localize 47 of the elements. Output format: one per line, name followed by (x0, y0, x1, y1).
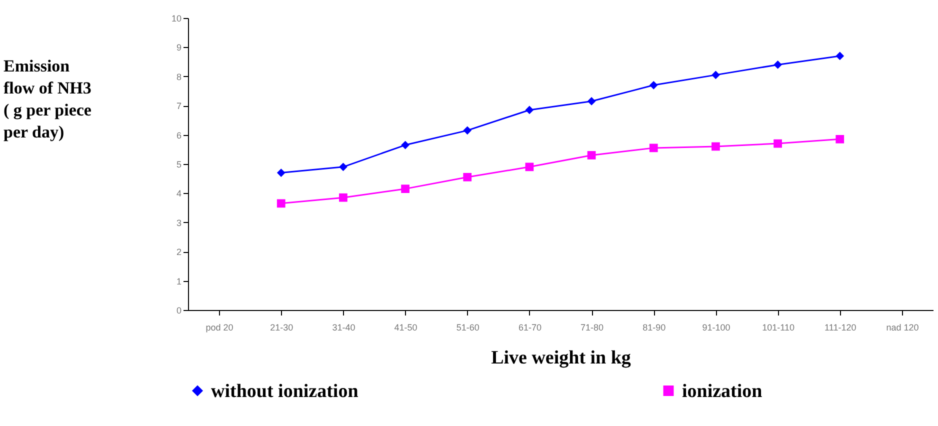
x-tick-label: 21-30 (270, 322, 294, 332)
point (774, 60, 782, 69)
y-tick-label: 2 (176, 247, 182, 258)
point (463, 172, 472, 182)
y-tick-label: 1 (176, 276, 182, 286)
y-tick-label: 7 (176, 101, 182, 112)
point (587, 97, 596, 106)
x-tick-label: pod 20 (206, 322, 234, 332)
y-tick-label: 10 (171, 14, 182, 24)
point (649, 144, 658, 152)
y-tick-label: 9 (176, 42, 182, 53)
point (774, 139, 782, 148)
y-tick-label: 4 (176, 188, 182, 199)
point (587, 151, 596, 160)
legend-label: ionization (682, 380, 763, 402)
y-tick-label: 3 (176, 218, 182, 228)
x-tick-label: 41-50 (394, 322, 418, 332)
point (276, 168, 286, 177)
point (649, 80, 658, 90)
y-tick-label: 8 (176, 72, 182, 82)
point (276, 199, 286, 208)
x-axis-title: Live weight in kg (491, 348, 632, 368)
point (463, 126, 472, 135)
x-tick-label: 51-60 (456, 322, 480, 332)
x-tick-label: nad 120 (886, 322, 919, 332)
point (339, 162, 348, 172)
point (712, 70, 720, 80)
x-tick-label: 81-90 (642, 322, 666, 332)
x-tick-label: 111-120 (824, 322, 856, 332)
x-tick-label: 31-40 (332, 322, 356, 332)
point (836, 134, 844, 144)
point (401, 140, 410, 150)
point (525, 162, 534, 172)
x-tick-label: 91-100 (702, 322, 730, 332)
point (836, 52, 844, 60)
y-axis-title: Emission flow of NH3 ( g per piece per day) (4, 56, 92, 142)
x-tick-label: 101-110 (762, 322, 794, 332)
y-tick-label: 5 (176, 160, 182, 170)
point (712, 142, 720, 151)
legend-label: without ionization (211, 380, 359, 402)
point (401, 184, 410, 194)
point (339, 193, 348, 202)
y-tick-label: 6 (176, 130, 182, 140)
point (525, 106, 534, 114)
x-tick-label: 71-80 (580, 322, 604, 332)
y-tick-label: 0 (176, 306, 182, 316)
x-tick-label: 61-70 (518, 322, 542, 332)
